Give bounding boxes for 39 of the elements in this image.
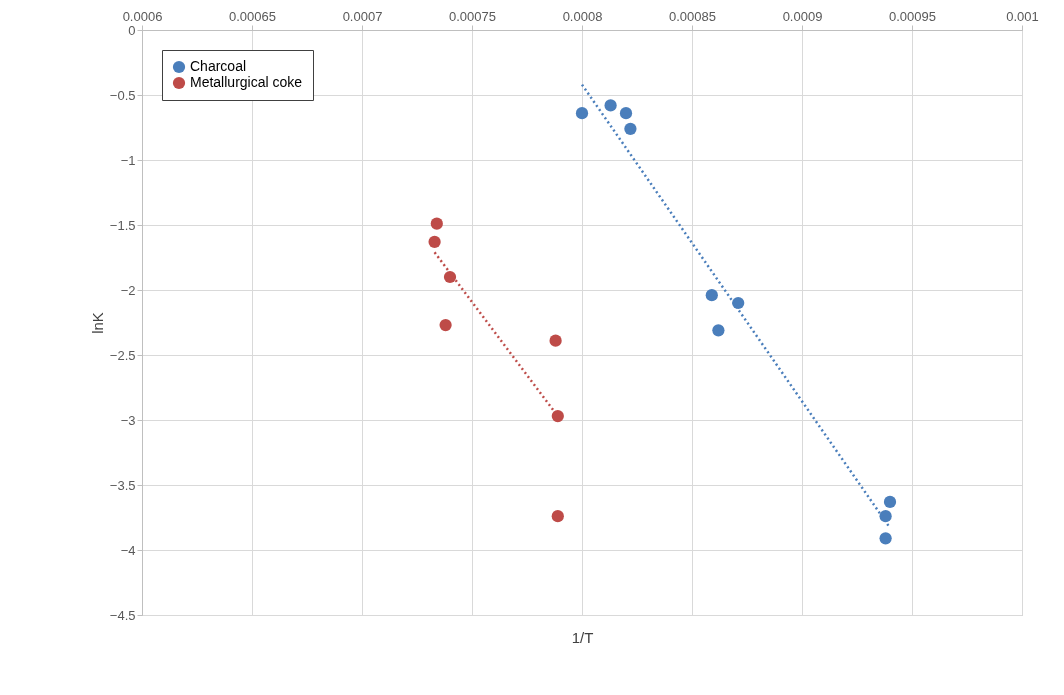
point (624, 122, 637, 135)
point (551, 409, 564, 423)
x-tick-label: 0.00095 (889, 8, 936, 24)
x-tick-label: 0.00075 (449, 8, 496, 24)
y-tick-label: −2 (120, 282, 136, 298)
y-tick-label: −1 (120, 152, 136, 168)
point (879, 532, 892, 545)
point (619, 107, 633, 120)
legend-label: Metallurgical coke (190, 74, 303, 90)
point (443, 270, 457, 284)
y-tick-label: −3.5 (109, 477, 136, 493)
x-tick-label: 0.0008 (562, 8, 603, 24)
y-tick-label: −4 (120, 542, 136, 558)
x-tick-label: 0.00065 (229, 8, 276, 24)
point (705, 289, 718, 302)
y-tick-label: −3 (120, 412, 136, 428)
point (428, 235, 441, 249)
point (575, 107, 589, 120)
point (604, 99, 617, 112)
x-axis-title: 1/T (571, 628, 594, 646)
y-axis-title: lnK (88, 312, 106, 334)
point (712, 324, 725, 337)
point (732, 296, 745, 310)
y-tick-label: −2.5 (109, 347, 136, 363)
x-tick-label: 0.0006 (122, 8, 163, 24)
legend-label: Charcoal (190, 58, 247, 74)
y-tick-label: −1.5 (109, 217, 136, 233)
point (551, 510, 564, 523)
x-tick-label: 0.0009 (782, 8, 823, 24)
y-tick-label: −4.5 (109, 607, 136, 623)
x-tick-label: 0.00085 (669, 8, 716, 24)
x-tick-label: 0.0007 (342, 8, 383, 24)
point (430, 217, 443, 230)
x-tick-label: 0.001 (1006, 8, 1039, 24)
point (883, 495, 897, 509)
point (549, 334, 562, 347)
y-tick-label: −0.5 (109, 87, 136, 103)
point (439, 318, 452, 332)
y-tick-label: 0 (128, 22, 136, 38)
